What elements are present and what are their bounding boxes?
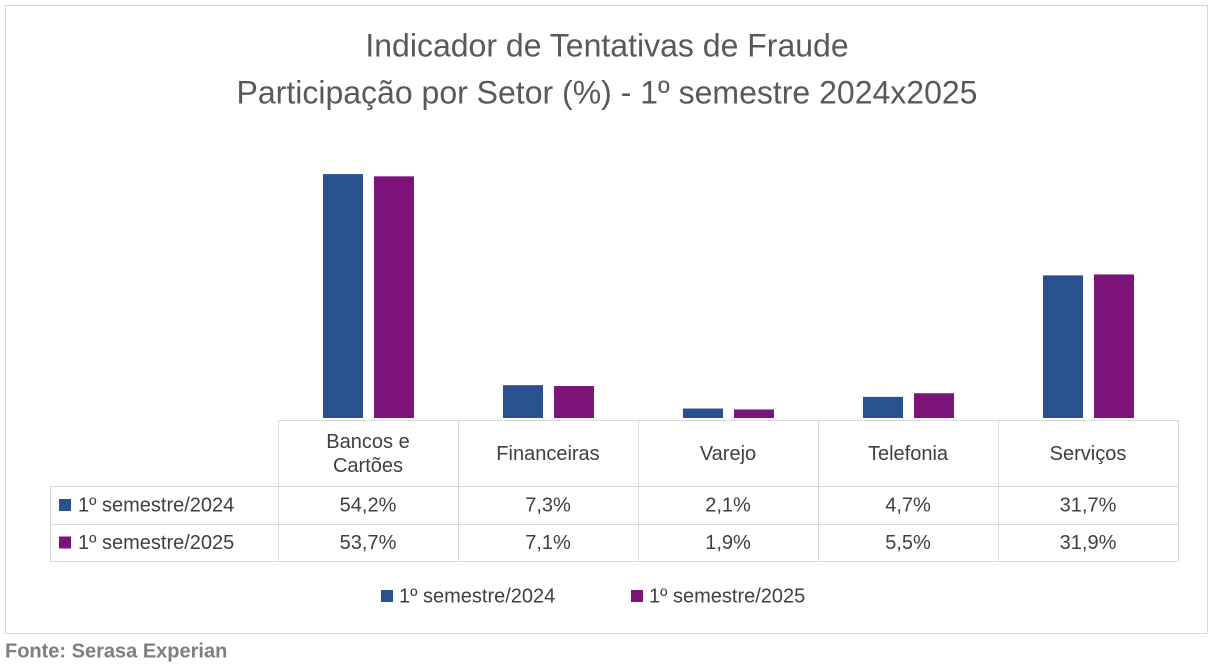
x-tick-label-box: Bancos e Cartões xyxy=(326,430,410,477)
chart-title: Indicador de Tentativas de Fraude xyxy=(365,27,848,63)
x-tick-label-box: Financeiras xyxy=(496,442,600,465)
data-label: 7,3% xyxy=(525,494,571,516)
legend-swatch xyxy=(631,590,643,602)
legend-key xyxy=(59,499,71,511)
bar xyxy=(1094,274,1134,418)
data-label: 54,2% xyxy=(340,494,397,516)
legend-swatch xyxy=(381,590,393,602)
x-tick-label-box: Varejo xyxy=(699,442,757,465)
bar xyxy=(914,393,954,418)
data-label: 7,1% xyxy=(525,532,571,554)
bar xyxy=(1043,275,1083,418)
bar xyxy=(503,385,543,418)
chart-border xyxy=(5,5,1208,634)
bar xyxy=(374,176,414,418)
x-tick-label-box: Serviços xyxy=(1049,442,1127,465)
data-label: 53,7% xyxy=(340,532,397,554)
chart-subtitle: Participação por Setor (%) - 1º semestre… xyxy=(237,74,978,110)
legend-label: 1º semestre/2024 xyxy=(399,585,555,607)
table-series-name: 1º semestre/2025 xyxy=(78,532,234,554)
x-tick-label: Telefonia xyxy=(867,442,949,465)
table-series-name: 1º semestre/2024 xyxy=(78,494,234,516)
data-label: 1,9% xyxy=(705,532,751,554)
x-tick-label: Varejo xyxy=(699,442,757,465)
source: Fonte: Serasa Experian xyxy=(5,640,227,662)
data-label: 31,9% xyxy=(1060,532,1117,554)
data-label: 4,7% xyxy=(885,494,931,516)
bar xyxy=(323,174,363,418)
data-label: 31,7% xyxy=(1060,494,1117,516)
legend-label: 1º semestre/2025 xyxy=(649,585,805,607)
bar xyxy=(863,396,903,418)
bar xyxy=(683,408,723,418)
bar xyxy=(554,386,594,418)
data-label: 2,1% xyxy=(705,494,751,516)
bar xyxy=(734,409,774,418)
legend-key xyxy=(59,536,71,549)
x-tick-label-box: Telefonia xyxy=(867,442,949,465)
x-tick-label: Serviços xyxy=(1049,442,1127,465)
x-tick-label: Financeiras xyxy=(496,442,600,465)
x-tick-label: Bancos e Cartões xyxy=(326,430,410,477)
data-label: 5,5% xyxy=(885,532,931,554)
